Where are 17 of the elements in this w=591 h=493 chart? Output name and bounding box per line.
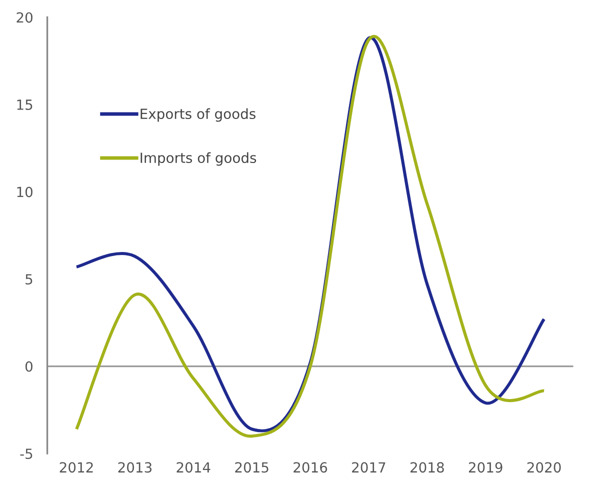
y-tick-label: 20 xyxy=(16,12,32,23)
y-tick-label: 0 xyxy=(25,361,32,372)
legend-label: Imports of goods xyxy=(140,152,256,166)
x-tick-label: 2017 xyxy=(352,462,386,473)
x-tick-label: 2015 xyxy=(235,462,268,473)
y-tick-label: -5 xyxy=(20,448,32,460)
y-tick-label: 5 xyxy=(26,274,32,285)
legend-label: Exports of goods xyxy=(140,108,256,122)
x-tick-label: 2020 xyxy=(527,462,561,473)
x-tick-label: 2013 xyxy=(118,462,152,473)
x-tick-label: 2012 xyxy=(60,462,93,473)
x-tick-label: 2019 xyxy=(468,462,502,473)
x-tick-label: 2014 xyxy=(176,462,210,473)
x-tick-label: 2016 xyxy=(294,462,328,473)
x-tick-label: 2018 xyxy=(410,462,444,473)
y-tick-label: 10 xyxy=(17,186,32,198)
y-tick-label: 15 xyxy=(17,100,32,110)
